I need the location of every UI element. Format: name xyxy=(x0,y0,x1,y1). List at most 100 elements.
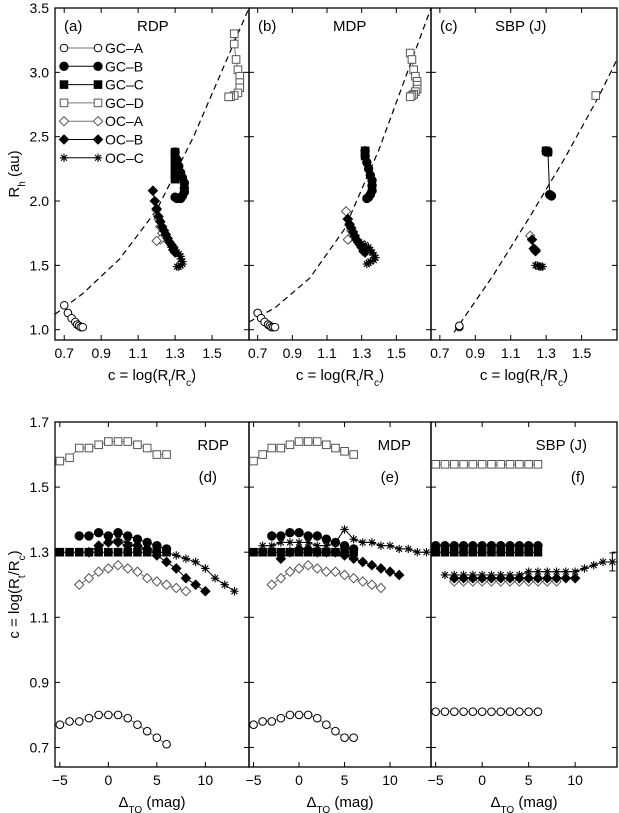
data-point xyxy=(302,559,314,571)
series-star xyxy=(357,239,380,269)
data-point xyxy=(487,460,496,469)
data-point xyxy=(348,544,359,554)
data-point xyxy=(122,563,134,574)
data-point xyxy=(440,570,450,580)
series-square-open xyxy=(224,29,245,102)
data-point xyxy=(65,717,74,726)
data-point xyxy=(147,185,159,197)
data-point xyxy=(530,245,541,257)
data-point xyxy=(113,534,123,544)
data-point xyxy=(55,720,65,729)
plot-area xyxy=(431,460,617,716)
data-point xyxy=(505,707,515,716)
data-point xyxy=(340,525,349,534)
panel-a: 0.7 0.9 1.1 1.3 1.5 1.0 1.5 2.0 2.5 3.0 3.5 c = log… xyxy=(6,0,250,389)
data-point xyxy=(312,531,322,541)
data-point xyxy=(598,557,608,567)
x-tick-label: 1.3 xyxy=(165,345,185,361)
x-tick-label: 5 xyxy=(341,772,349,788)
data-point xyxy=(84,443,94,453)
data-point xyxy=(104,710,113,720)
data-point xyxy=(589,561,598,570)
panel-letter: (d) xyxy=(199,469,217,486)
data-point xyxy=(405,92,415,102)
legend-marker xyxy=(59,61,69,72)
panel-title: SBP (J) xyxy=(495,18,546,35)
data-point xyxy=(366,245,375,255)
series-diamond-filled xyxy=(275,543,405,581)
y-tick-label: 1.1 xyxy=(30,609,50,625)
data-point xyxy=(94,440,103,450)
data-point xyxy=(123,437,133,446)
series-circle-filled xyxy=(360,146,377,204)
data-point xyxy=(249,456,258,466)
data-point xyxy=(407,55,417,64)
data-point xyxy=(533,547,543,557)
data-point xyxy=(322,541,331,550)
legend-label: GC–D xyxy=(105,95,144,111)
data-point xyxy=(152,733,162,743)
data-point xyxy=(371,253,380,262)
data-point xyxy=(322,720,331,729)
data-point xyxy=(450,570,459,580)
x-tick-label: 0.9 xyxy=(91,345,111,361)
data-point xyxy=(543,567,552,576)
data-point xyxy=(94,710,103,720)
legend-marker xyxy=(59,43,69,53)
data-point xyxy=(276,538,286,547)
panel-e: −5 0 5 10 ΔTO (mag) MDP (e) xyxy=(246,421,432,813)
data-point xyxy=(468,547,478,557)
data-point xyxy=(302,543,314,555)
data-point xyxy=(103,563,114,574)
data-point xyxy=(151,576,163,587)
plot-area xyxy=(249,437,431,743)
x-tick-label: 1.1 xyxy=(128,345,148,361)
data-point xyxy=(431,460,440,469)
data-point xyxy=(523,572,534,584)
data-point xyxy=(422,547,431,557)
data-point xyxy=(112,559,124,571)
data-point xyxy=(266,579,278,591)
series-circle-open xyxy=(431,707,543,716)
y-tick-label: 0.7 xyxy=(30,739,50,755)
data-point xyxy=(258,450,267,459)
y-tick-label: 0.9 xyxy=(30,674,50,690)
x-axis-label: c = log(Rt/Rc) xyxy=(480,367,568,389)
x-tick-label: −5 xyxy=(428,772,444,788)
legend-marker xyxy=(59,153,69,162)
data-point xyxy=(141,572,153,584)
series-star xyxy=(531,261,547,271)
x-tick-label: 0 xyxy=(104,772,112,788)
data-point xyxy=(74,531,84,541)
x-tick-label: 0 xyxy=(478,772,486,788)
x-tick-label: 1.1 xyxy=(317,345,337,361)
data-point xyxy=(533,707,543,716)
legend-marker xyxy=(59,98,69,108)
data-point xyxy=(468,460,478,469)
data-point xyxy=(360,151,370,161)
data-point xyxy=(524,460,533,469)
data-point xyxy=(404,544,413,554)
data-point xyxy=(142,443,152,453)
series-square-filled xyxy=(170,147,180,184)
data-point xyxy=(294,710,304,720)
data-point xyxy=(258,717,267,726)
panel-title: RDP xyxy=(197,437,229,454)
data-point xyxy=(515,707,524,716)
data-point xyxy=(349,733,358,743)
data-point xyxy=(477,460,487,469)
data-point xyxy=(367,248,377,257)
x-tick-label: 0.7 xyxy=(430,345,450,361)
y-tick-label: 3.0 xyxy=(30,64,50,80)
data-point xyxy=(180,572,192,584)
data-point xyxy=(93,566,104,578)
data-point xyxy=(385,541,395,550)
x-tick-label: 1.3 xyxy=(536,345,556,361)
data-point xyxy=(357,239,366,248)
data-point xyxy=(132,566,143,578)
data-point xyxy=(362,193,372,204)
series-circle-open xyxy=(55,710,171,749)
data-point xyxy=(357,576,369,587)
x-tick-label: 1.5 xyxy=(572,345,592,361)
legend: GC–A GC–B GC–C GC–D OC–A OC–B OC–C xyxy=(58,40,144,166)
